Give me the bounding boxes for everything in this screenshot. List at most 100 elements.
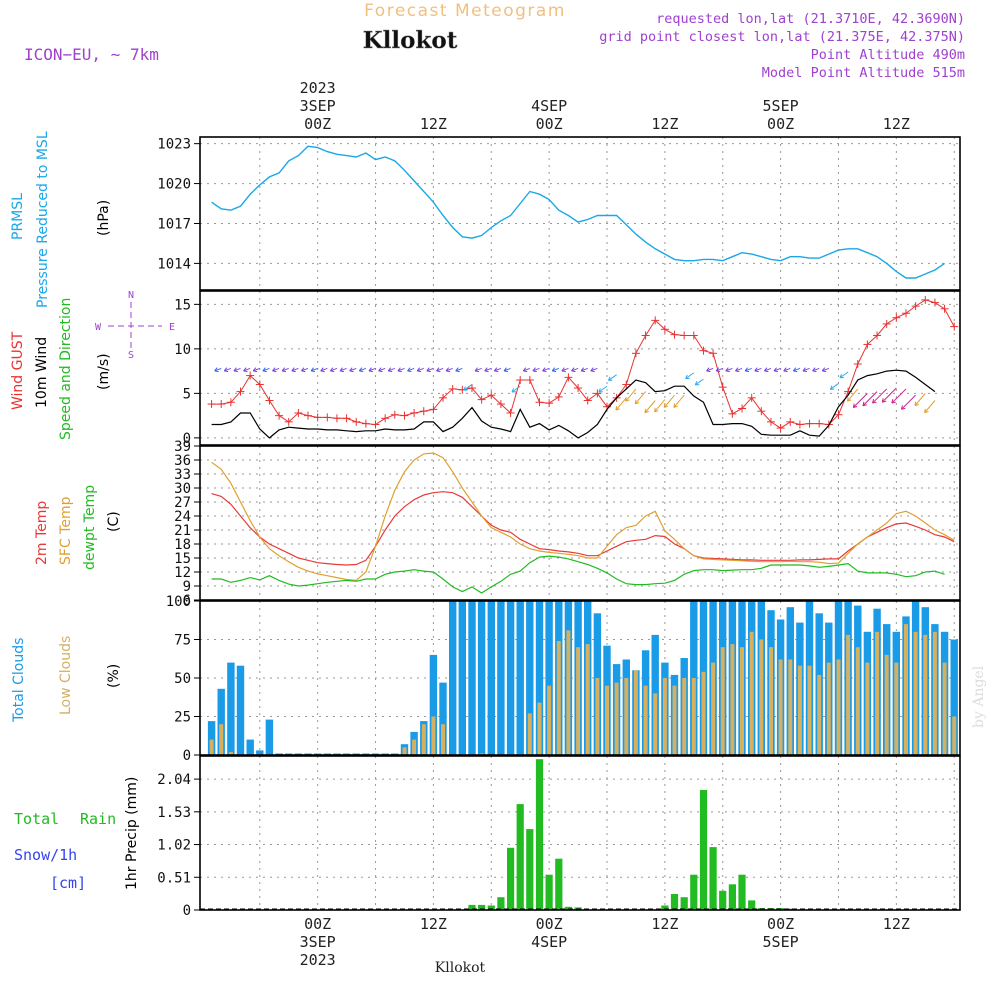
low-cloud-bar: [817, 674, 822, 755]
low-cloud-bar: [412, 739, 417, 755]
wind-arrow-head: [882, 400, 887, 403]
wind-arrow-head: [310, 367, 314, 372]
wind-arrow-shaft: [253, 367, 260, 372]
compass-east: E: [169, 322, 175, 333]
y-tick-label: 9: [183, 579, 191, 595]
gust-marker: [689, 331, 698, 340]
temp2m-line: [211, 491, 955, 566]
gust-marker: [275, 411, 284, 420]
wind-arrow-shaft: [310, 367, 318, 372]
wind-gust-label: Wind GUST: [10, 331, 26, 410]
gust-marker: [564, 373, 573, 382]
wind-arrow-head: [663, 403, 666, 408]
wind-arrow-head: [503, 367, 507, 372]
low-cloud-bar: [701, 671, 706, 755]
wind-arrow-head: [282, 370, 287, 373]
wind-arrow-head: [706, 370, 711, 373]
wind-arrow: [634, 391, 646, 405]
wind-arrow-shaft: [615, 397, 627, 411]
wind-arrow-shaft: [852, 393, 868, 408]
y-tick-label: 1014: [157, 256, 191, 272]
gust-marker: [429, 405, 438, 414]
gust-marker: [217, 400, 226, 409]
wind-arrow: [891, 388, 907, 404]
pressure-unit-label: (hPa): [96, 200, 112, 236]
sfc-temp-line: [211, 452, 955, 582]
y-tick-label: 21: [174, 523, 191, 539]
wind-arrow: [735, 367, 743, 373]
wind-arrow-head: [862, 401, 865, 406]
wind-arrow-head: [532, 370, 537, 373]
wind-arrow: [436, 367, 444, 373]
low-cloud-bar: [228, 751, 233, 755]
wind-arrow-shaft: [281, 367, 289, 372]
wind-arrow-head: [320, 367, 324, 372]
low-cloud-bar: [720, 647, 725, 755]
wind-arrow-head: [664, 405, 669, 408]
low-cloud-bar: [605, 685, 609, 755]
total-label: Total: [14, 810, 59, 828]
wind-arrow-shaft: [571, 367, 579, 372]
y-tick-label: 1020: [157, 177, 191, 193]
wind-arrow-head: [872, 399, 875, 404]
wind-arrow-shaft: [608, 374, 617, 381]
low-cloud-bar: [624, 678, 629, 755]
wind-arrow: [339, 367, 347, 373]
wind-arrow-head: [673, 403, 675, 408]
gust-marker: [361, 419, 370, 428]
wind-arrow: [484, 367, 492, 373]
wind-arrow-head: [783, 367, 787, 372]
wind-arrow-head: [571, 370, 576, 373]
wind-arrow-head: [349, 370, 354, 373]
low-cloud-bar: [547, 685, 552, 755]
wind-arrow: [445, 367, 453, 373]
gust-marker: [304, 411, 313, 420]
gust-marker: [207, 400, 216, 409]
total-cloud-bar: [526, 601, 534, 755]
clouds-frame: [199, 600, 961, 756]
gust-marker: [419, 407, 428, 416]
wind-arrow-shaft: [378, 367, 386, 372]
low-cloud-bar: [682, 678, 687, 755]
low-cloud-bar: [952, 716, 957, 755]
wind-arrow-head: [503, 370, 509, 373]
point-altitude: Point Altitude 490m: [811, 47, 965, 63]
wind-arrow-head: [725, 367, 729, 372]
gust-marker: [815, 419, 824, 428]
total-cloud-bar: [256, 750, 264, 755]
wind-arrow-shaft: [262, 367, 270, 372]
low-cloud-bar: [740, 647, 744, 755]
wind-arrow: [663, 394, 675, 408]
wind-arrow-shaft: [901, 394, 916, 410]
total-cloud-bar: [246, 739, 254, 755]
total-cloud-bar: [477, 601, 486, 755]
wind-arrow-head: [407, 370, 412, 373]
prmsl-label: PRMSL: [10, 193, 26, 240]
wind-arrow-head: [635, 402, 640, 405]
wind-arrow-head: [901, 407, 906, 410]
wind-arrow-head: [233, 367, 237, 372]
wind-arrow-shaft: [694, 378, 704, 386]
wind-arrow: [852, 393, 868, 408]
precip-panel: 0 0.51 1.02 1.53 2.04: [157, 755, 961, 919]
wind-arrow-head: [891, 401, 896, 404]
wind-arrow-head: [735, 370, 740, 373]
wind-arrow-head: [330, 370, 335, 373]
wind-arrow-head: [644, 408, 647, 413]
gust-marker: [805, 419, 814, 428]
low-cloud-bar: [778, 659, 783, 755]
wind-arrow: [522, 367, 531, 373]
precip-labels: 1hr Precip (mm) Total Rain Snow/1h [cm]: [14, 777, 140, 892]
wind-arrow-head: [715, 367, 720, 372]
wind-arrow-head: [445, 367, 450, 372]
wind-arrow-head: [252, 367, 257, 372]
gust-marker: [516, 376, 525, 385]
y-tick-label: 1.53: [157, 805, 191, 821]
wind-arrow-head: [839, 373, 843, 378]
wind-arrow: [397, 367, 405, 373]
compass-rose: N S W E: [95, 290, 175, 361]
wind-arrow: [493, 367, 502, 373]
total-cloud-bar: [265, 719, 274, 755]
